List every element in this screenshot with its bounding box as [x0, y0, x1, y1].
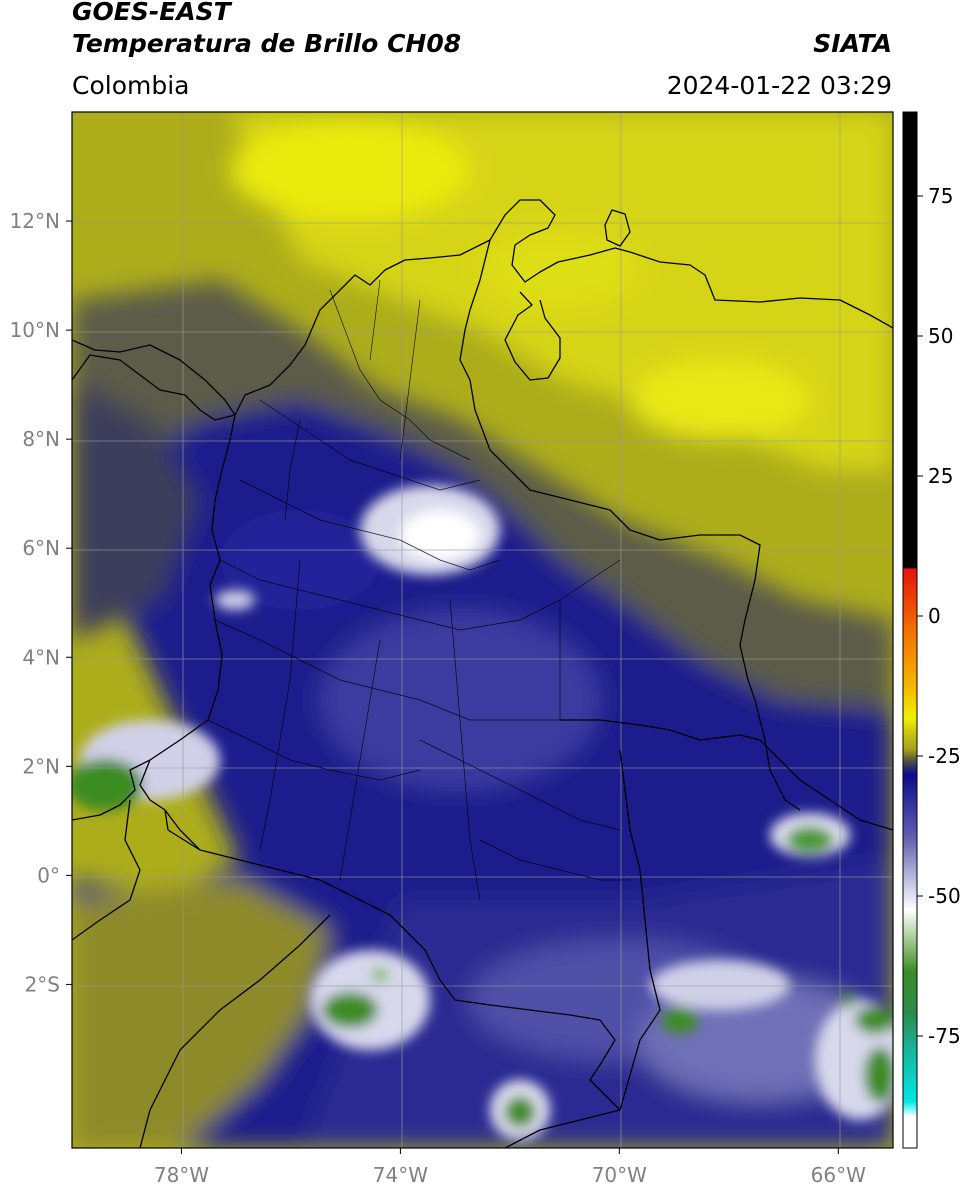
product-title: Temperatura de Brillo CH08	[72, 29, 462, 58]
y-tick-label: 4°N	[22, 645, 60, 669]
map-frame	[71, 111, 894, 1149]
timestamp-label: 2024-01-22 03:29	[666, 71, 892, 100]
x-tick-label: 66°W	[811, 1163, 866, 1187]
coastlines-and-borders	[72, 199, 893, 1148]
y-tick-label: 2°N	[22, 754, 60, 778]
panama-border	[72, 339, 236, 416]
venezuela-brazil-border	[759, 739, 893, 831]
y-tick-label: 12°N	[10, 209, 60, 233]
colorbar-tick-label: 0	[928, 604, 941, 628]
x-tick-label: 78°W	[154, 1163, 209, 1187]
caribbean-coastline	[72, 199, 893, 421]
organization-label: SIATA	[813, 29, 892, 58]
colorbar-tick-label: 75	[928, 184, 953, 208]
graticule	[72, 112, 893, 1148]
colorbar: 75 50 25 0 -25 -50 -75	[902, 111, 961, 1149]
satellite-title: GOES-EAST	[72, 0, 231, 26]
y-tick-label: 6°N	[22, 536, 60, 560]
peru-coast	[139, 914, 331, 1148]
colorbar-gradient	[903, 112, 917, 1148]
y-tick-label: 10°N	[10, 318, 60, 342]
paraguana-peninsula	[604, 209, 631, 247]
department-boundaries	[207, 279, 630, 901]
longitude-axis: 78°W 74°W 70°W 66°W	[154, 1148, 866, 1187]
pacific-coast-colombia	[139, 414, 236, 831]
colorbar-tick-label: 25	[928, 464, 953, 488]
y-tick-label: 0°	[37, 863, 60, 887]
y-tick-label: 8°N	[22, 427, 60, 451]
colombia-brazil-border	[560, 719, 761, 1111]
colorbar-frame	[902, 111, 918, 1149]
ecuador-coast	[72, 759, 151, 821]
colorbar-tick-label: 50	[928, 324, 953, 348]
colombia-peru-border	[167, 829, 621, 1148]
colorbar-tick-label: -50	[928, 884, 961, 908]
x-tick-label: 70°W	[592, 1163, 647, 1187]
x-tick-label: 74°W	[373, 1163, 428, 1187]
region-label: Colombia	[72, 71, 190, 100]
lake-maracaibo	[504, 291, 561, 381]
colorbar-tick-label: -75	[928, 1024, 961, 1048]
y-tick-label: 2°S	[25, 972, 60, 996]
brightness-temperature-field	[72, 112, 893, 1148]
latitude-axis: 12°N 10°N 8°N 6°N 4°N 2°N 0° 2°S	[10, 209, 72, 996]
colorbar-tick-label: -25	[928, 744, 961, 768]
ecuador-peru-border	[72, 799, 201, 941]
colombia-venezuela-border	[459, 239, 801, 811]
